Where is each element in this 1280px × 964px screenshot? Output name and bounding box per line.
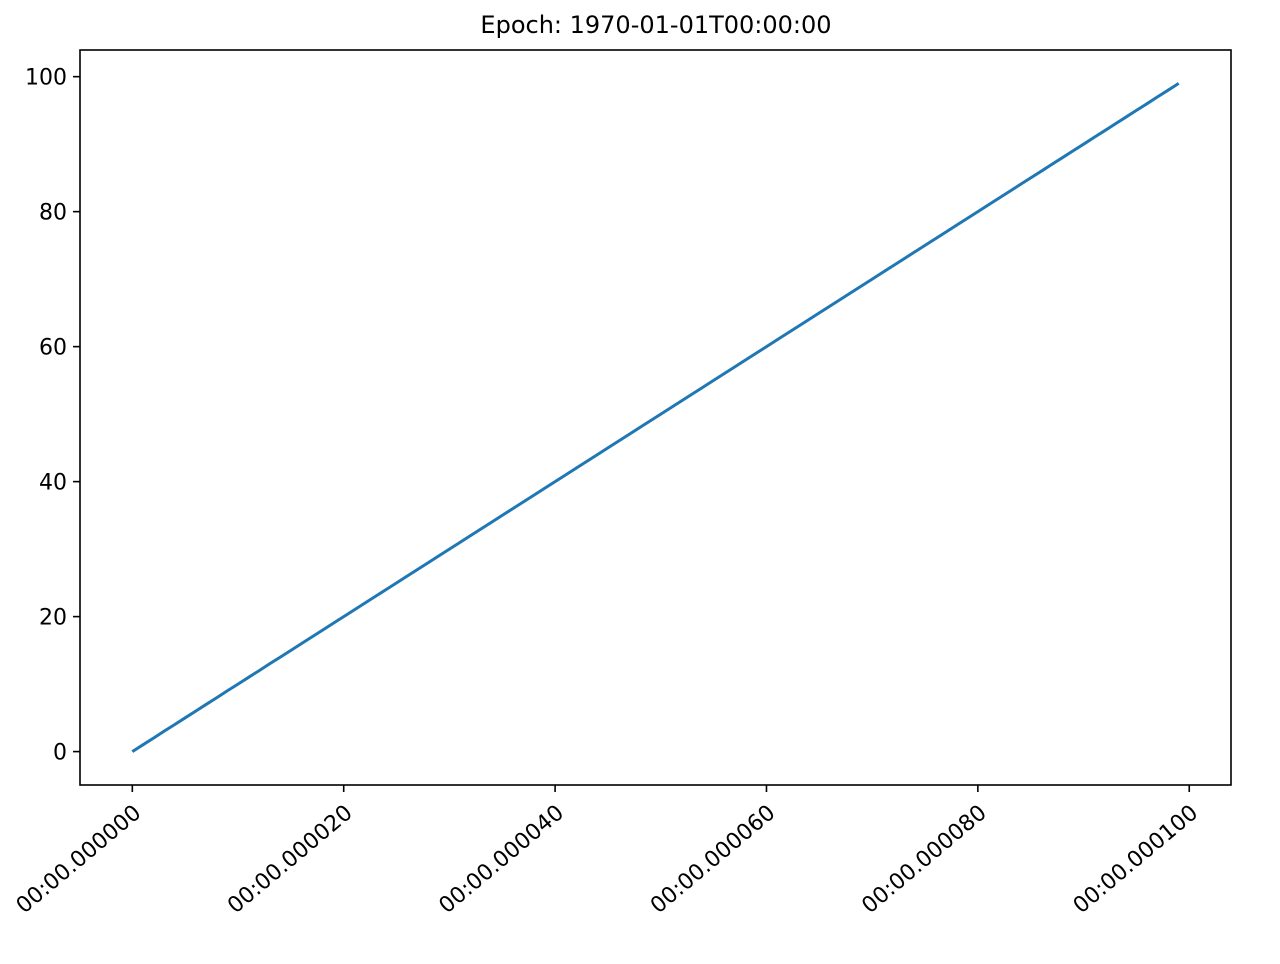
chart-title: Epoch: 1970-01-01T00:00:00 [480,11,831,39]
y-tick-label: 80 [39,201,67,226]
y-tick-label: 40 [39,471,67,496]
x-tick-label: 00:00.000080 [857,800,991,918]
y-tick-label: 20 [39,606,67,631]
x-tick-label: 00:00.000060 [646,800,780,918]
y-tick-label: 100 [25,66,67,91]
x-tick-label: 00:00.000100 [1069,800,1203,918]
x-tick-label: 00:00.000020 [223,800,357,918]
x-tick-label: 00:00.000000 [12,800,146,918]
y-tick-label: 60 [39,336,67,361]
data-line [131,82,1180,753]
x-tick-label: 00:00.000040 [435,800,569,918]
plot-frame [79,49,1232,786]
y-tick-label: 0 [53,741,67,766]
